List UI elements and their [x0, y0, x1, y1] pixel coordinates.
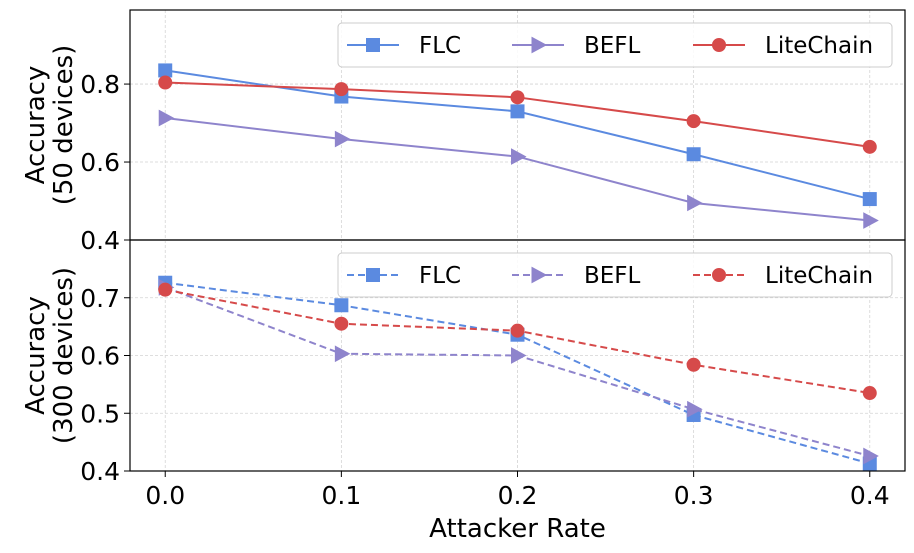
x-tick-label: 0.3: [674, 481, 714, 510]
data-point-flc: [158, 63, 173, 78]
data-point-befl: [687, 400, 703, 418]
x-tick-label: 0.1: [321, 481, 361, 510]
data-point-litechain: [510, 90, 525, 105]
data-point-befl: [158, 109, 175, 127]
legend-label-flc: FLC: [419, 263, 461, 289]
legend-label-flc: FLC: [419, 33, 461, 59]
data-point-litechain: [862, 139, 877, 154]
data-point-flc: [334, 298, 349, 313]
data-point-litechain: [158, 75, 173, 90]
series-line-flc: [165, 69, 871, 201]
data-point-befl: [334, 345, 351, 363]
x-tick-label: 0.0: [145, 481, 185, 510]
top-panel: 0.4 0.6 0.8 Accuracy(50 devices) FLC BEFL Lite…: [21, 9, 906, 255]
legend-marker-flc: [366, 38, 380, 52]
data-point-litechain: [510, 323, 525, 338]
data-point-litechain: [686, 114, 701, 129]
data-point-befl: [863, 447, 879, 465]
y-tick-label: 0.8: [80, 70, 120, 99]
legend-box: [337, 22, 893, 68]
y-tick-label: 0.7: [80, 284, 120, 313]
plot-frame: [129, 239, 906, 472]
legend-label-litechain: LiteChain: [765, 263, 873, 289]
legend-label-litechain: LiteChain: [765, 33, 873, 59]
y-tick-label: 0.5: [80, 399, 120, 428]
y-axis-label: Accuracy: [21, 66, 51, 185]
legend-marker-litechain: [712, 268, 726, 282]
legend-box: [337, 252, 893, 298]
y-tick-label: 0.6: [80, 342, 120, 371]
data-point-flc: [862, 192, 877, 207]
x-tick-label: 0.4: [850, 481, 890, 510]
data-point-befl: [511, 148, 527, 165]
data-point-litechain: [158, 282, 173, 297]
data-point-litechain: [334, 82, 349, 97]
y-tick-label: 0.4: [80, 457, 120, 486]
legend-marker-befl: [531, 36, 548, 54]
data-point-flc: [510, 104, 525, 119]
y-tick-label: 0.4: [80, 226, 120, 255]
y-tick-label: 0.6: [80, 148, 120, 177]
bottom-panel: 0.4 0.5 0.6 0.7 0.0 0.1 0.2 0.3 0.4 Attacker Rate…: [21, 239, 906, 544]
legend-marker-litechain: [712, 38, 726, 52]
data-point-befl: [687, 194, 703, 212]
data-point-befl: [511, 347, 527, 364]
data-point-befl: [334, 130, 351, 148]
legend-marker-befl: [531, 266, 548, 284]
y-axis-label: (50 devices): [49, 45, 79, 206]
legend-label-befl: BEFL: [584, 263, 641, 289]
y-axis-label: Accuracy: [21, 296, 51, 415]
legend-marker-flc: [366, 268, 380, 282]
data-point-litechain: [334, 316, 349, 331]
legend-label-befl: BEFL: [584, 33, 641, 59]
data-point-flc: [686, 147, 701, 162]
data-point-litechain: [686, 357, 701, 372]
y-axis-label: (300 devices): [49, 267, 79, 444]
data-point-litechain: [862, 386, 877, 401]
data-point-befl: [863, 212, 879, 229]
x-axis-label: Attacker Rate: [429, 514, 606, 544]
x-tick-label: 0.2: [498, 481, 538, 510]
